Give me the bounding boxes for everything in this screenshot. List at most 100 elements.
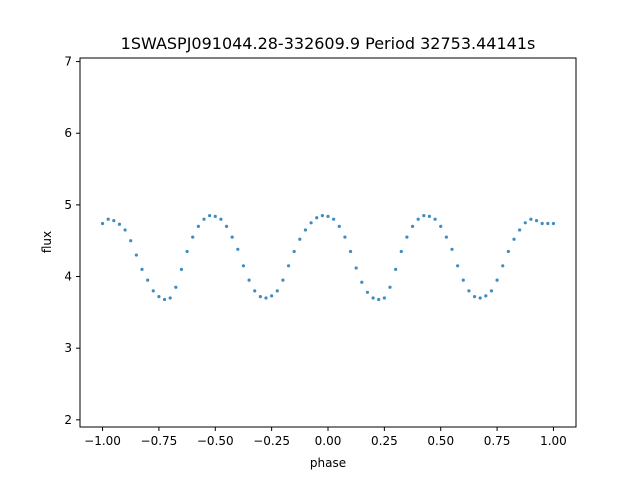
- x-tick-label: 0.50: [427, 434, 454, 448]
- data-point: [151, 289, 155, 293]
- data-point: [298, 237, 302, 241]
- data-point: [484, 294, 488, 298]
- data-point: [461, 278, 465, 282]
- data-point: [439, 224, 443, 228]
- data-point: [292, 249, 296, 254]
- data-point: [534, 219, 539, 223]
- data-point: [196, 224, 200, 228]
- data-point: [213, 214, 217, 218]
- x-axis-ticks: −1.00 −0.75 −0.50 −0.25 0.00 0.25 0.50 0.75 1.00: [84, 427, 567, 448]
- data-point: [512, 237, 516, 241]
- data-point: [146, 278, 150, 282]
- data-point: [247, 278, 251, 282]
- data-point: [422, 214, 426, 218]
- data-point: [219, 217, 223, 221]
- data-point: [399, 249, 403, 254]
- data-point: [208, 214, 212, 218]
- x-tick-label: −0.75: [141, 434, 178, 448]
- data-point: [168, 296, 172, 300]
- data-point: [489, 289, 494, 293]
- data-point: [348, 249, 353, 254]
- data-point: [123, 228, 127, 232]
- data-point: [394, 267, 398, 271]
- y-tick-label: 6: [64, 126, 72, 140]
- data-point: [309, 221, 313, 225]
- data-point: [478, 296, 482, 300]
- data-point: [365, 290, 370, 294]
- data-point: [467, 289, 471, 293]
- x-tick-label: 1.00: [540, 434, 567, 448]
- x-tick-label: −0.25: [253, 434, 290, 448]
- data-point: [546, 221, 550, 226]
- data-point: [377, 297, 381, 302]
- data-point: [230, 235, 234, 239]
- data-point: [540, 221, 544, 226]
- data-point: [241, 264, 246, 268]
- data-point: [270, 294, 274, 298]
- data-point: [518, 228, 522, 232]
- data-point: [354, 266, 358, 270]
- data-point: [427, 214, 432, 218]
- data-point: [258, 295, 262, 299]
- data-point: [117, 222, 122, 226]
- y-tick-label: 3: [64, 341, 72, 355]
- x-tick-label: 0.00: [315, 434, 342, 448]
- data-point: [303, 228, 308, 232]
- data-point: [371, 296, 375, 300]
- data-point: [162, 297, 167, 302]
- data-point: [157, 295, 161, 299]
- data-point: [174, 285, 178, 289]
- data-point: [236, 247, 240, 251]
- y-tick-label: 4: [64, 270, 72, 284]
- data-point: [140, 267, 144, 271]
- data-point: [179, 267, 184, 271]
- data-point: [337, 224, 341, 228]
- x-tick-label: −1.00: [84, 434, 121, 448]
- data-point: [410, 224, 415, 228]
- data-point: [472, 295, 477, 299]
- data-point: [343, 235, 347, 239]
- data-point: [388, 285, 392, 289]
- data-point: [416, 217, 420, 221]
- chart-title: 1SWASPJ091044.28-332609.9 Period 32753.4…: [121, 34, 536, 53]
- data-point: [112, 219, 116, 223]
- data-point: [405, 235, 409, 239]
- y-tick-label: 2: [64, 413, 72, 427]
- data-point: [224, 224, 229, 228]
- data-point: [501, 264, 505, 268]
- data-point: [129, 239, 133, 243]
- plot-frame: [79, 57, 577, 428]
- data-point: [281, 278, 285, 282]
- data-point: [382, 296, 386, 300]
- data-point: [444, 235, 448, 239]
- data-point: [134, 253, 138, 257]
- x-tick-label: 0.75: [484, 434, 511, 448]
- data-point: [106, 217, 110, 221]
- data-point: [529, 217, 533, 221]
- data-point: [332, 217, 336, 221]
- data-point: [286, 264, 291, 268]
- data-point: [360, 280, 364, 284]
- data-point: [253, 289, 257, 293]
- data-point: [450, 247, 454, 251]
- x-tick-label: −0.50: [197, 434, 234, 448]
- x-tick-label: 0.25: [371, 434, 398, 448]
- data-point: [202, 217, 206, 221]
- data-point: [185, 249, 189, 254]
- y-tick-label: 7: [64, 55, 72, 69]
- data-point: [506, 249, 510, 254]
- data-point: [275, 289, 279, 293]
- data-point: [523, 221, 527, 225]
- y-tick-label: 5: [64, 198, 72, 212]
- data-point: [456, 264, 460, 268]
- data-point: [495, 278, 499, 282]
- data-point: [264, 296, 268, 300]
- data-point: [433, 217, 437, 221]
- data-point: [326, 214, 330, 218]
- y-axis-label: flux: [40, 231, 54, 253]
- data-point: [551, 221, 556, 226]
- data-point: [100, 221, 105, 226]
- data-point: [320, 214, 324, 218]
